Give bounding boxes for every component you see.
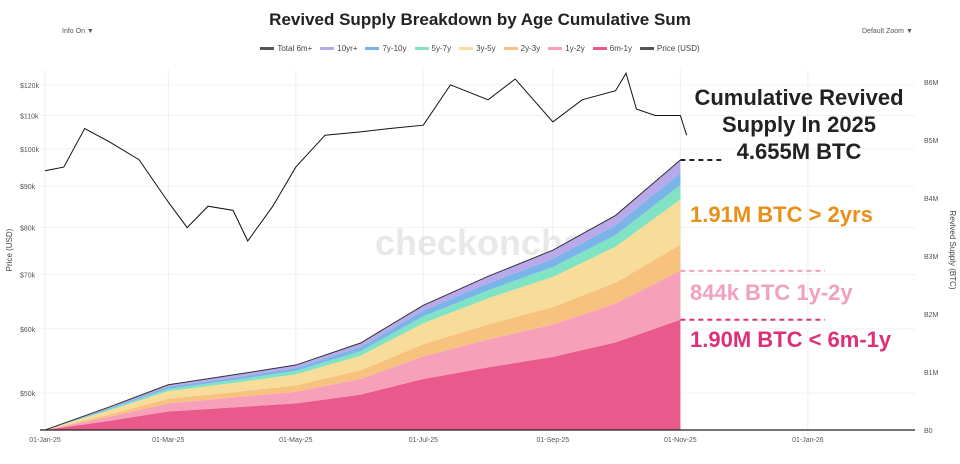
x-tick-label: 01-Jul-25 (409, 437, 438, 444)
legend-item[interactable]: 5y-7y (414, 44, 452, 53)
x-tick-label: 01-May-25 (279, 437, 313, 444)
legend-swatch (365, 47, 380, 50)
y-tick-label: $100k (20, 147, 40, 154)
6m-1y-annotation: 1.90M BTC < 6m-1y (690, 327, 892, 352)
legend-label: Price (USD) (656, 44, 700, 53)
legend-swatch (414, 47, 429, 50)
y2-tick-label: B4M (924, 196, 939, 203)
y2-tick-label: B0 (924, 428, 933, 435)
legend-label: 7y-10y (382, 44, 407, 53)
y-axis-label: Price (USD) (5, 228, 14, 271)
legend-swatch (320, 47, 335, 50)
x-tick-label: 01-Jan-26 (792, 437, 824, 444)
y-tick-label: $70k (20, 273, 36, 280)
legend-item[interactable]: 2y-3y (503, 44, 541, 53)
y-tick-label: $90k (20, 184, 36, 191)
over-2y-annotation: 1.91M BTC > 2yrs (690, 202, 873, 227)
legend-swatch (503, 47, 518, 50)
legend-label: 1y-2y (565, 44, 585, 53)
legend-item[interactable]: Price (USD) (639, 44, 700, 53)
total-line (44, 159, 681, 431)
legend-item[interactable]: 10yr+ (320, 44, 357, 53)
y2-tick-label: B2M (924, 312, 939, 319)
area-1y-2y (45, 270, 681, 430)
area-6m-1y (45, 319, 681, 430)
legend-label: 5y-7y (431, 44, 452, 53)
y2-tick-label: B1M (924, 370, 939, 377)
legend-label: 2y-3y (520, 44, 541, 53)
legend-item[interactable]: 1y-2y (548, 44, 585, 53)
x-tick-label: 01-Sep-25 (537, 437, 570, 444)
legend-swatch (459, 47, 474, 50)
legend-label: Total 6m+ (277, 44, 313, 53)
legend-label: 10yr+ (337, 44, 358, 53)
y2-tick-label: B6M (924, 80, 939, 87)
legend-item[interactable]: 3y-5y (459, 44, 496, 53)
y2-tick-label: B3M (924, 254, 939, 261)
headline-line: Supply In 2025 (721, 112, 877, 137)
price-line (44, 72, 688, 242)
x-tick-label: 01-Jan-25 (29, 437, 61, 444)
headline-line: Cumulative Revived (694, 85, 904, 110)
y-tick-label: $60k (20, 327, 36, 334)
y-tick-label: $50k (20, 391, 36, 398)
legend-item[interactable]: 6m-1y (592, 44, 632, 53)
y2-tick-label: B5M (924, 138, 939, 145)
1y-2y-annotation: 844k BTC 1y-2y (690, 280, 853, 305)
y-tick-label: $120k (20, 83, 40, 90)
x-tick-label: 01-Nov-25 (664, 437, 697, 444)
y-tick-label: $80k (20, 226, 36, 233)
legend-swatch (639, 47, 654, 50)
legend-swatch (548, 47, 563, 50)
legend-item[interactable]: 7y-10y (365, 44, 407, 53)
y-tick-label: $110k (20, 113, 39, 120)
headline-annotation: Cumulative Revived Supply In 2025 4.655M… (694, 84, 904, 165)
legend: Total 6m+ 10yr+ 7y-10y 5y-7y 3y-5y 2y-3y 1y-2y… (0, 43, 960, 53)
chart-title: Revived Supply Breakdown by Age Cumulati… (269, 10, 691, 29)
legend-label: 3y-5y (476, 44, 496, 53)
legend-swatch (592, 47, 607, 50)
legend-label: 6m-1y (609, 44, 632, 53)
legend-swatch (260, 47, 275, 50)
zoom-dropdown[interactable]: Default Zoom ▼ (862, 28, 913, 35)
legend-item[interactable]: Total 6m+ (260, 44, 312, 53)
headline-line: 4.655M BTC (736, 139, 862, 164)
y2-axis-label: Revived Supply (BTC) (948, 210, 957, 289)
x-tick-label: 01-Mar-25 (152, 437, 184, 444)
info-dropdown[interactable]: Info On ▼ (62, 28, 94, 35)
